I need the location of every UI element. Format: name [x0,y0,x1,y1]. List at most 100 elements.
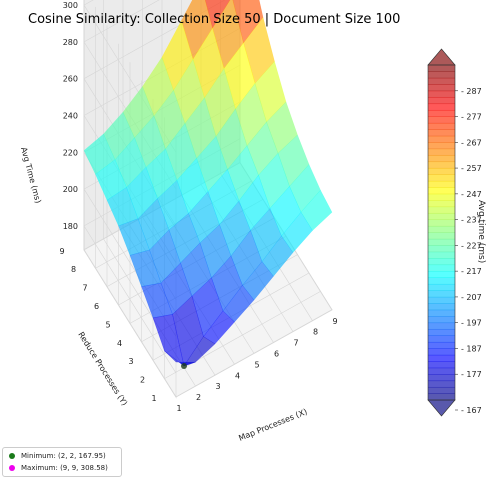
colorbar-segment [428,264,455,272]
legend-entry-maximum: Maximum: (9, 9, 308.58) [7,462,117,474]
colorbar-segment [428,187,455,195]
colorbar-segment [428,161,455,169]
colorbar-segment [428,174,455,182]
z-tick-label: 280 [63,38,78,47]
colorbar-segment [428,354,455,362]
surface-face [95,159,127,201]
colorbar-tick-label: - 227 [461,241,482,250]
surface-face [129,249,162,287]
y-tick-label: 6 [94,302,99,311]
colorbar: - 167 - 177 - 187 - 197 - 207 - 217 - 227 - 237… [427,48,482,417]
x-tick-label: 5 [254,360,259,369]
x-axis-label: Map Processes (X) [237,407,308,443]
colorbar-segment [428,110,455,117]
colorbar-segment [428,168,455,175]
x-tick-label: 8 [313,328,318,337]
x-tick-label: 4 [235,371,240,380]
colorbar-segment [428,206,455,214]
surface-face [300,189,333,231]
colorbar-segment [428,193,455,201]
y-tick-label: 2 [140,376,145,385]
colorbar-segment [428,335,455,343]
colorbar-segment [428,271,455,278]
x-tick-label: 3 [215,382,220,391]
colorbar-tick-label: - 207 [461,293,482,302]
z-tick-label: 260 [63,75,78,84]
z-tick-label: 220 [63,148,78,157]
colorbar-segment [428,296,455,304]
x-tick-label: 2 [196,393,201,402]
colorbar-segment [428,142,455,150]
colorbar-segment [428,387,455,394]
legend: Minimum: (2, 2, 167.95) Maximum: (9, 9, … [2,447,122,477]
colorbar-segment [428,135,455,143]
maximum-marker-icon [9,465,15,471]
z-tick-label: 300 [63,1,78,10]
colorbar-segment [428,309,455,317]
colorbar-segment [428,238,455,246]
colorbar-segment [428,251,455,259]
colorbar-segment [428,329,455,336]
colorbar-segment [428,374,455,382]
chart-title: Cosine Similarity: Collection Size 50 | … [28,12,400,27]
colorbar-tick-label: - 277 [461,113,482,122]
legend-label-maximum: Maximum: (9, 9, 308.58) [21,464,108,472]
colorbar-segment [428,103,455,111]
colorbar-segment [428,258,455,266]
y-tick-label: 9 [59,247,64,256]
x-tick-label: 9 [332,317,337,326]
colorbar-segment [428,393,455,401]
colorbar-segment [428,342,455,349]
colorbar-tick-label: - 177 [461,370,482,379]
colorbar-tick-label: - 247 [461,190,482,199]
colorbar-segment [428,303,455,311]
minimum-marker-icon [9,453,15,459]
colorbar-segment [428,232,455,240]
colorbar-segment [428,65,455,72]
left-grid-line [83,225,177,374]
colorbar-segment [428,290,455,298]
colorbar-segment [428,213,455,221]
colorbar-tick-label: - 237 [461,216,482,225]
y-tick-label: 3 [128,357,133,366]
colorbar-segment [428,284,455,291]
colorbar-segment [428,367,455,375]
z-tick-label: 180 [63,222,78,231]
y-tick-label: 8 [71,265,76,274]
legend-label-minimum: Minimum: (2, 2, 167.95) [21,452,106,460]
colorbar-top-extend [427,48,456,66]
legend-entry-minimum: Minimum: (2, 2, 167.95) [7,450,117,462]
surface-face [261,235,294,277]
x-tick-label: 1 [176,404,181,413]
colorbar-segment [428,77,455,85]
surface-mesh [83,0,333,367]
colorbar-segment [428,219,455,227]
surface-face [114,137,147,188]
colorbar-segment [428,148,455,156]
colorbar-tick-label: - 167 [461,406,482,415]
extreme-markers [181,362,187,369]
z-tick-label: 200 [63,185,78,194]
colorbar-segment [428,122,455,130]
colorbar-tick-label: - 217 [461,267,482,276]
colorbar-frame [427,64,456,401]
surface-face [106,186,139,227]
colorbar-segment [428,348,455,356]
x-tick-label: 6 [274,350,279,359]
colorbar-segment [428,180,455,188]
colorbar-segment [428,226,455,233]
surface-face [152,314,185,367]
colorbar-bottom-extend [427,399,456,417]
colorbar-label: Avg time (ms) [476,200,486,263]
colorbar-segment [428,71,455,79]
colorbar-tick-label: - 187 [461,344,482,353]
colorbar-tick-label: - 267 [461,138,482,147]
x-tick-label: 7 [293,339,298,348]
colorbar-segment [428,361,455,369]
z-tick-label: 240 [63,111,78,120]
colorbar-segment [428,97,455,105]
colorbar-tick-label: - 197 [461,319,482,328]
colorbar-segment [428,316,455,324]
